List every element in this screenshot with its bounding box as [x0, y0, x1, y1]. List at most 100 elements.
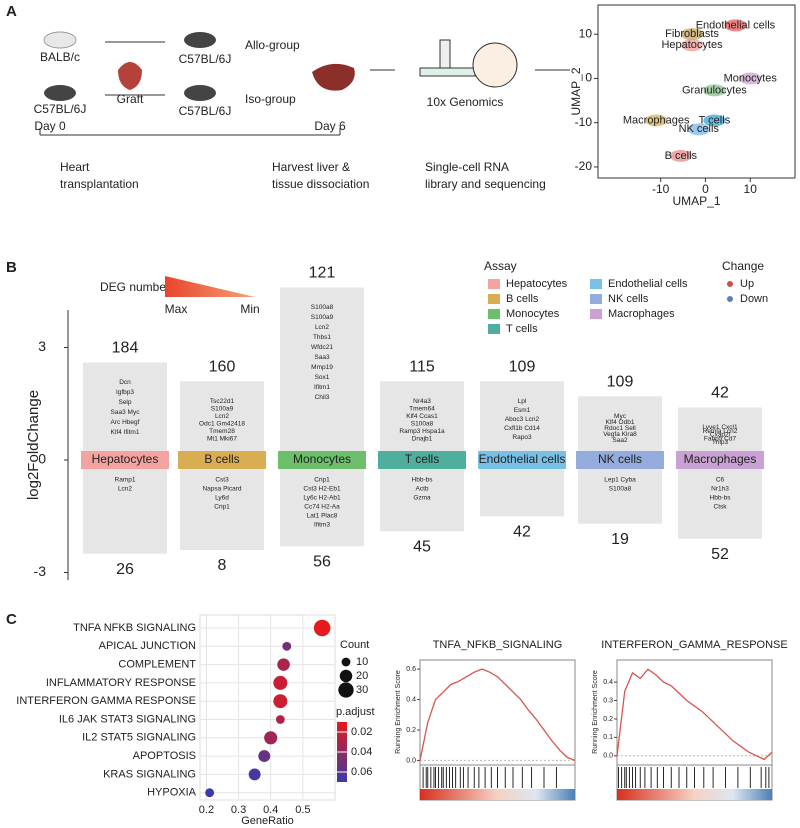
y-tick-label: 0.6 [406, 666, 416, 673]
gene-label: Lyve1 Cxcl1 [702, 424, 738, 431]
gene-label: Actb [415, 486, 428, 493]
x-tick-label: -10 [652, 182, 670, 196]
cluster [681, 28, 704, 41]
cluster-label: Macrophages [623, 114, 690, 126]
legend-label: Max [165, 302, 188, 316]
y-tick-label: 0.4 [603, 679, 613, 686]
gene-label: Klf4 Ccas1 [406, 413, 438, 420]
deg-range [280, 287, 364, 547]
cell-label: T cells [405, 452, 439, 466]
legend-label: NK cells [608, 293, 649, 305]
cluster-label: Endothelial cells [696, 19, 776, 31]
deg-range [480, 381, 564, 517]
cluster-label: NK cells [679, 123, 720, 135]
cluster-label: B cells [665, 150, 698, 162]
gene-label: Cxap2l [710, 432, 731, 439]
y-axis-label: Running Enrichment Score [395, 670, 402, 754]
cell-label: B cells [204, 452, 239, 466]
label: tissue dissociation [272, 177, 369, 191]
gene-label: S100a9 [211, 405, 234, 412]
gene-label: S100a9 [311, 314, 334, 321]
label: library and sequencing [425, 177, 546, 191]
gene-label: Ctsk [714, 504, 728, 511]
gene-label: S100a8 [311, 304, 334, 311]
gene-label: Napsa Picard [202, 486, 241, 493]
cell-band [676, 451, 764, 469]
cluster-label: Hepatocytes [661, 39, 723, 51]
y-tick-label: 0.2 [603, 716, 613, 723]
label: Day 0 [34, 119, 66, 133]
dot [275, 715, 285, 724]
cluster [681, 39, 704, 52]
gene-label: Lat1 Plac8 [307, 513, 338, 520]
cell-label: Hepatocytes [92, 452, 159, 466]
gene-label: Ramp3 Hspa1a [399, 428, 445, 435]
dot [273, 675, 288, 690]
plot-frame [597, 4, 796, 179]
gene-label: Esm1 [514, 407, 531, 414]
cell-band [576, 451, 664, 469]
es-line [616, 668, 773, 761]
label: Graft [117, 92, 144, 106]
label: Iso-group [245, 92, 296, 106]
down-count: 8 [218, 557, 227, 574]
gene-label: Cst3 [215, 477, 229, 484]
gene-label: Cc74 H2-Aa [304, 504, 340, 511]
cluster [645, 114, 668, 127]
x-tick-label: 0.2 [199, 804, 214, 816]
down-count: 19 [611, 531, 629, 548]
gene-label: Sox1 [315, 374, 330, 381]
y-tick-label: 0.4 [406, 696, 416, 703]
label: Heart [60, 160, 90, 174]
chart-title: TNFA_NFKB_SIGNALING [433, 639, 563, 651]
y-tick-label: APICAL JUNCTION [99, 640, 196, 652]
gene-label: Lcn2 [215, 413, 229, 420]
gene-label: Tsc22d1 [210, 398, 235, 405]
cluster [724, 19, 747, 32]
gene-label: Saa3 [314, 354, 330, 361]
gene-label: Ifitm3 [314, 522, 330, 529]
label: C57BL/6J [179, 104, 232, 118]
gene-label: Selp [118, 399, 131, 406]
y-tick-label: -20 [575, 159, 593, 173]
up-count: 115 [409, 358, 435, 375]
label: 10x Genomics [427, 95, 504, 109]
legend-label: Macrophages [608, 308, 675, 320]
x-tick-label: 0.5 [295, 804, 310, 816]
cluster [687, 123, 710, 136]
dot [264, 731, 278, 745]
down-count: 26 [116, 561, 134, 578]
legend-label: 0.02 [351, 726, 372, 738]
gene-label: Gzma [413, 495, 431, 502]
legend-label: Up [740, 278, 754, 290]
y-axis-label: UMAP_2 [569, 67, 583, 115]
gene-label: Retnla Lcn2 [703, 428, 738, 435]
legend-label: T cells [506, 323, 538, 335]
dot [205, 788, 215, 798]
cluster-label: Fibroblasts [665, 28, 719, 40]
legend-swatch [590, 309, 602, 319]
y-tick-label: KRAS SIGNALING [103, 768, 196, 780]
legend-title: Assay [484, 259, 517, 273]
legend-dot [727, 296, 733, 302]
legend-title: Change [722, 259, 764, 273]
label: C57BL/6J [34, 102, 87, 116]
y-tick-label: INTERFERON GAMMA RESPONSE [16, 695, 196, 707]
gene-label: Cxfl1b Cd14 [504, 425, 540, 432]
gene-label: C6 [716, 477, 725, 484]
cluster [703, 114, 726, 127]
chart-title: INTERFERON_GAMMA_RESPONSE [601, 639, 787, 651]
gene-label: Vegfa Klra8 [603, 431, 637, 438]
y-tick-label: -3 [34, 563, 47, 579]
legend-label: B cells [506, 293, 539, 305]
gene-label: Ly6d [215, 495, 229, 502]
y-tick-label: 0.0 [406, 757, 416, 764]
panel-label: A [6, 3, 17, 20]
up-count: 109 [607, 373, 634, 390]
gene-label: Nr1h3 [711, 486, 729, 493]
gene-label: Odc1 Gm42418 [199, 420, 245, 427]
label: C57BL/6J [179, 52, 232, 66]
dot [277, 658, 290, 671]
gene-label: Thbs1 [313, 334, 331, 341]
